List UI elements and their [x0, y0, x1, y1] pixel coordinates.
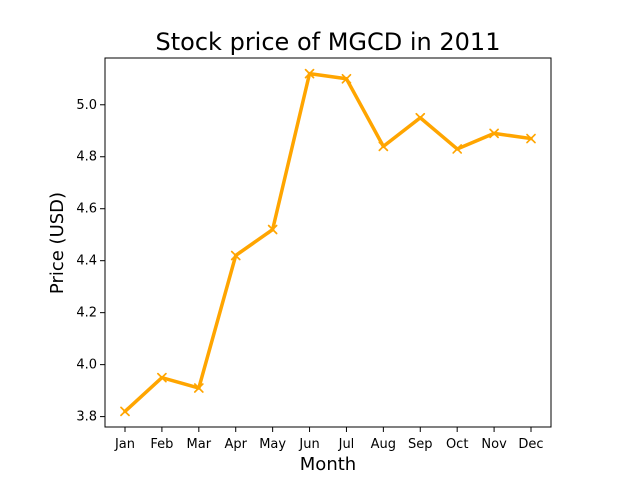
x-tick-label: Feb — [150, 437, 173, 452]
data-point-marker — [193, 383, 204, 393]
y-tick-label: 4.0 — [76, 358, 97, 373]
marker-x-stroke — [378, 141, 389, 152]
x-tick-label: Aug — [371, 437, 396, 452]
y-tick-label: 4.8 — [76, 150, 97, 165]
marker-x-stroke — [489, 128, 499, 139]
series-line — [123, 71, 533, 414]
data-point-marker — [378, 141, 389, 152]
data-point-marker — [526, 133, 536, 144]
data-point-marker — [304, 68, 315, 79]
data-point-marker — [230, 250, 241, 261]
plot-layer: 3.8 4.0 4.2 4.4 4.6 4.8 5.0 Jan Feb Mar Apr May Jun J… — [76, 57, 552, 452]
marker-x-stroke — [452, 144, 463, 154]
x-tick-label: Mar — [187, 437, 212, 452]
x-tick-label: Jun — [298, 437, 319, 452]
plot-area — [104, 57, 552, 428]
marker-x-stroke — [193, 383, 204, 393]
y-tick-label: 3.8 — [76, 410, 97, 425]
x-tick-label: May — [259, 437, 286, 452]
x-tick-label: Jan — [114, 437, 135, 452]
marker-x-stroke — [120, 406, 130, 417]
data-point-marker — [120, 406, 130, 417]
data-point-marker — [267, 224, 278, 235]
x-tick-label: Jul — [338, 437, 355, 452]
y-tick-label: 4.2 — [76, 306, 97, 321]
x-tick-label: Dec — [518, 437, 543, 452]
marker-x-stroke — [415, 112, 426, 123]
data-point-marker — [415, 112, 426, 123]
marker-x-stroke — [341, 73, 352, 84]
data-point-marker — [489, 128, 499, 139]
x-axis-label: Month — [300, 454, 356, 475]
y-axis-label: Price (USD) — [47, 192, 68, 294]
y-tick-label: 4.6 — [76, 202, 97, 217]
data-point-marker — [341, 73, 352, 84]
chart-title: Stock price of MGCD in 2011 — [156, 28, 501, 56]
x-tick-label: Sep — [408, 437, 433, 452]
x-tick-label: Oct — [446, 437, 468, 452]
x-tick-label: Nov — [481, 437, 507, 452]
x-tick-label: Apr — [224, 437, 247, 452]
y-tick-label: 4.4 — [76, 254, 97, 269]
marker-x-stroke — [230, 250, 241, 261]
data-point-marker — [157, 372, 167, 383]
marker-x-stroke — [526, 133, 536, 144]
marker-x-stroke — [157, 372, 167, 383]
y-tick-label: 5.0 — [76, 98, 97, 113]
marker-x-stroke — [304, 68, 315, 79]
data-point-marker — [452, 144, 463, 154]
marker-x-stroke — [267, 224, 278, 235]
